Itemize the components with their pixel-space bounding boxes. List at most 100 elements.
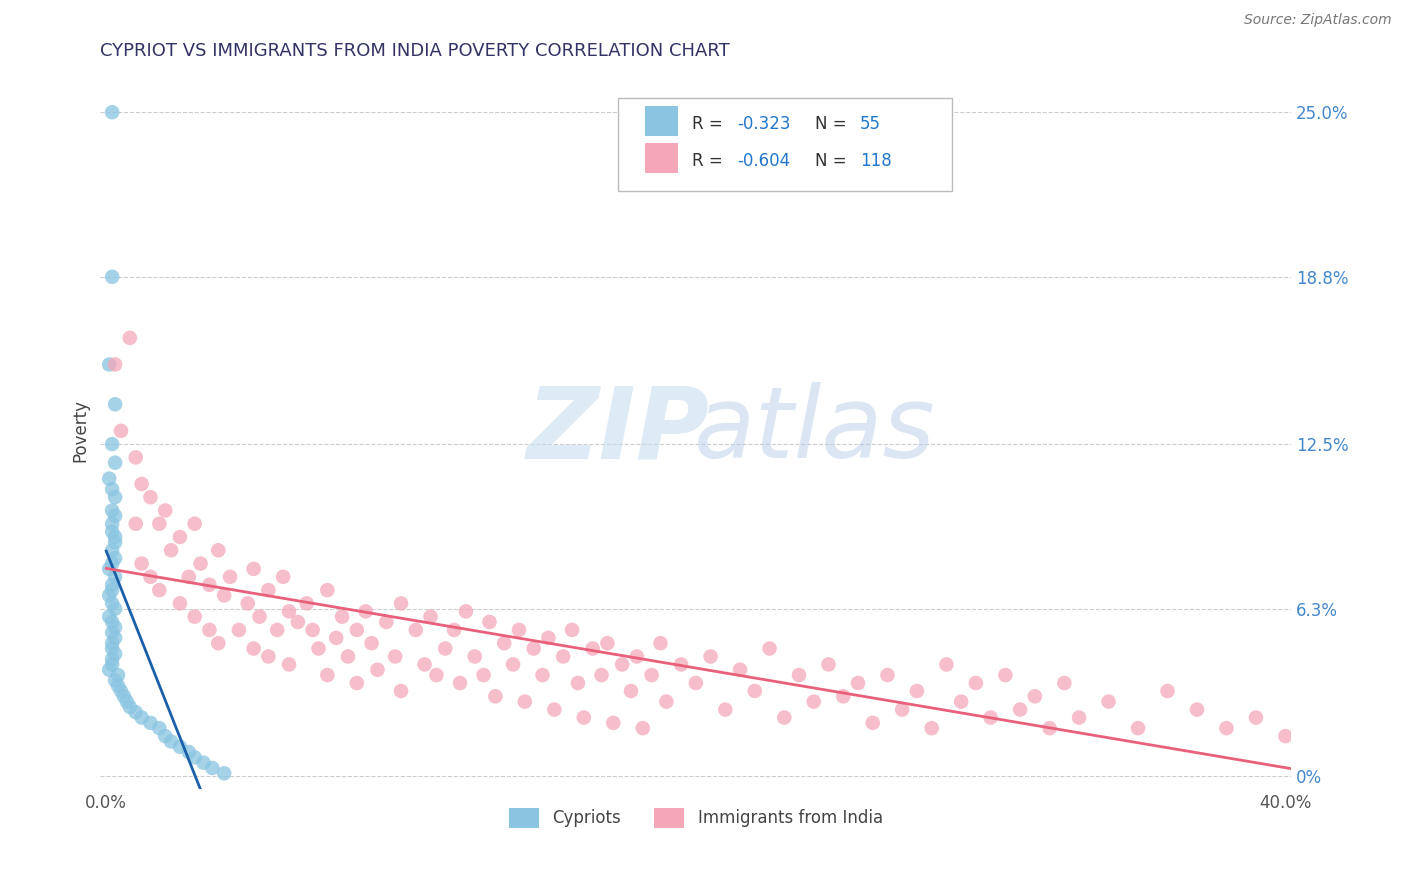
Y-axis label: Poverty: Poverty bbox=[72, 400, 89, 462]
Point bbox=[531, 668, 554, 682]
Point bbox=[242, 562, 264, 576]
Point bbox=[104, 358, 127, 372]
Point bbox=[685, 676, 707, 690]
Point bbox=[104, 490, 127, 504]
Text: CYPRIOT VS IMMIGRANTS FROM INDIA POVERTY CORRELATION CHART: CYPRIOT VS IMMIGRANTS FROM INDIA POVERTY… bbox=[100, 42, 730, 60]
Point bbox=[212, 766, 235, 780]
Point bbox=[110, 424, 132, 438]
FancyBboxPatch shape bbox=[644, 106, 678, 136]
Point bbox=[817, 657, 839, 672]
Point bbox=[773, 710, 796, 724]
Point bbox=[301, 623, 323, 637]
Point bbox=[139, 715, 162, 730]
Point bbox=[523, 641, 546, 656]
Point bbox=[478, 615, 501, 629]
Point bbox=[1126, 721, 1149, 735]
Text: ZIP: ZIP bbox=[527, 383, 710, 479]
Text: R =: R = bbox=[692, 115, 723, 133]
Point bbox=[669, 657, 692, 672]
Point bbox=[190, 557, 212, 571]
Point bbox=[266, 623, 288, 637]
Point bbox=[862, 715, 884, 730]
Point bbox=[131, 477, 153, 491]
Point bbox=[744, 684, 766, 698]
Point bbox=[602, 715, 624, 730]
Point bbox=[101, 615, 124, 629]
Point bbox=[101, 524, 124, 539]
Point bbox=[101, 596, 124, 610]
Point bbox=[131, 557, 153, 571]
Text: Source: ZipAtlas.com: Source: ZipAtlas.com bbox=[1244, 13, 1392, 28]
Text: atlas: atlas bbox=[695, 383, 936, 479]
Point bbox=[104, 620, 127, 634]
Point bbox=[148, 721, 170, 735]
Point bbox=[1010, 702, 1032, 716]
Point bbox=[758, 641, 780, 656]
Text: R =: R = bbox=[692, 152, 723, 169]
Point bbox=[107, 679, 129, 693]
FancyBboxPatch shape bbox=[619, 97, 952, 191]
Point bbox=[101, 482, 124, 496]
Point bbox=[1024, 690, 1046, 704]
Point bbox=[139, 570, 162, 584]
Point bbox=[582, 641, 605, 656]
Point bbox=[148, 583, 170, 598]
Point bbox=[454, 604, 477, 618]
Point bbox=[1039, 721, 1062, 735]
Point bbox=[832, 690, 855, 704]
Point bbox=[160, 543, 183, 558]
Point bbox=[193, 756, 215, 770]
Point bbox=[110, 684, 132, 698]
Point bbox=[104, 530, 127, 544]
Point bbox=[104, 601, 127, 615]
Point bbox=[271, 570, 294, 584]
Point bbox=[148, 516, 170, 531]
Point bbox=[472, 668, 495, 682]
Point bbox=[537, 631, 560, 645]
Point bbox=[591, 668, 613, 682]
Point bbox=[1053, 676, 1076, 690]
Point bbox=[425, 668, 447, 682]
Point bbox=[330, 609, 353, 624]
Point bbox=[620, 684, 643, 698]
Point bbox=[419, 609, 441, 624]
Point bbox=[1244, 710, 1267, 724]
Point bbox=[183, 516, 205, 531]
Point bbox=[155, 503, 177, 517]
Point bbox=[287, 615, 309, 629]
Point bbox=[104, 551, 127, 566]
Point bbox=[389, 684, 412, 698]
Point bbox=[107, 668, 129, 682]
Point bbox=[257, 583, 280, 598]
Point bbox=[177, 745, 200, 759]
Point bbox=[139, 490, 162, 504]
Text: -0.323: -0.323 bbox=[738, 115, 792, 133]
Point bbox=[346, 676, 368, 690]
Point bbox=[98, 663, 121, 677]
Point bbox=[98, 472, 121, 486]
Point bbox=[553, 649, 575, 664]
Point bbox=[325, 631, 347, 645]
Point bbox=[104, 397, 127, 411]
Point bbox=[125, 450, 148, 465]
Point bbox=[543, 702, 565, 716]
Point bbox=[699, 649, 721, 664]
Point bbox=[177, 570, 200, 584]
Point bbox=[98, 609, 121, 624]
Point bbox=[513, 695, 536, 709]
Point bbox=[354, 604, 377, 618]
Point bbox=[1097, 695, 1119, 709]
Point bbox=[1156, 684, 1178, 698]
Point bbox=[443, 623, 465, 637]
Point bbox=[131, 710, 153, 724]
Point bbox=[207, 636, 229, 650]
Point bbox=[572, 710, 595, 724]
Point bbox=[787, 668, 810, 682]
Legend: Cypriots, Immigrants from India: Cypriots, Immigrants from India bbox=[502, 801, 890, 835]
Point bbox=[219, 570, 242, 584]
Point bbox=[650, 636, 672, 650]
Point bbox=[125, 705, 148, 719]
Point bbox=[1185, 702, 1208, 716]
Point bbox=[965, 676, 987, 690]
Text: 118: 118 bbox=[860, 152, 891, 169]
